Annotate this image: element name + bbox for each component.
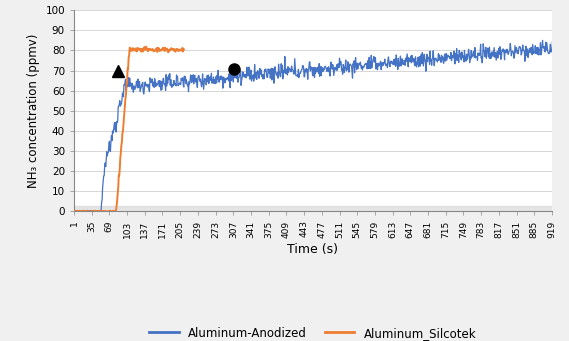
Bar bbox=[74, 206, 552, 212]
Y-axis label: NH₃ concentration (ppmv): NH₃ concentration (ppmv) bbox=[27, 34, 40, 188]
Legend: Aluminum-Anodized, Aluminum_Silcotek: Aluminum-Anodized, Aluminum_Silcotek bbox=[145, 322, 481, 341]
X-axis label: Time (s): Time (s) bbox=[287, 243, 339, 256]
